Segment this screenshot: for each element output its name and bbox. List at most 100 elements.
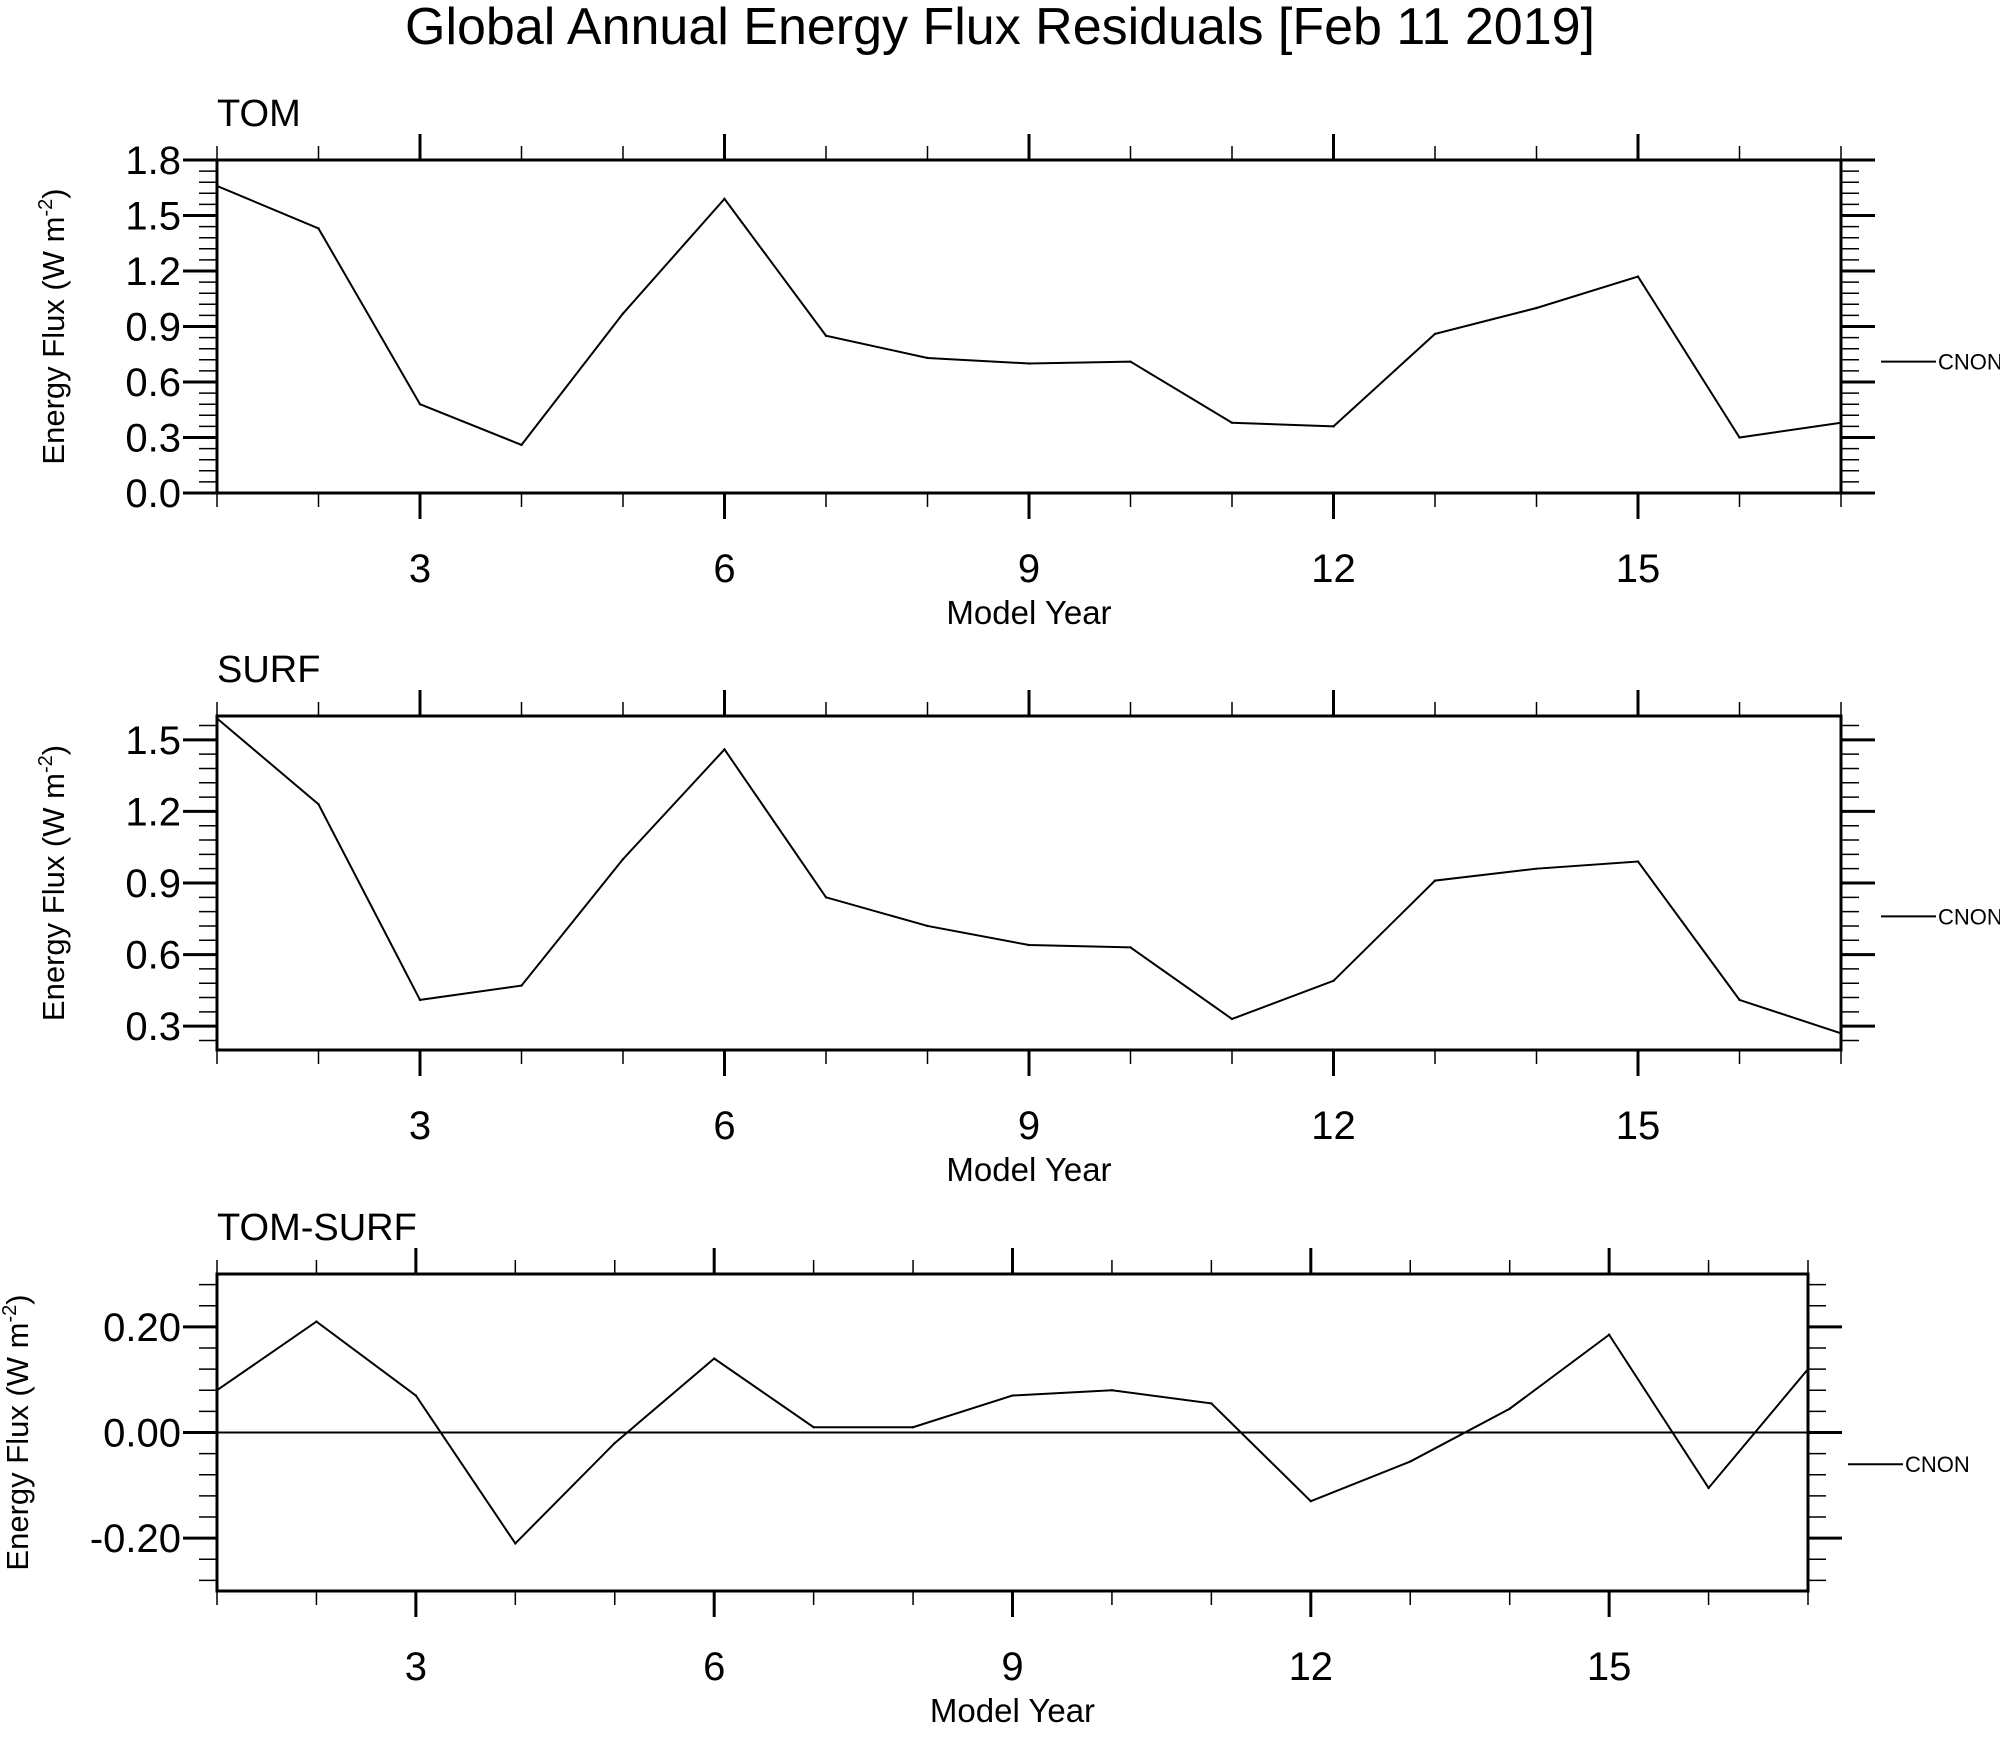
y-axis-label-text: Energy Flux (W m — [36, 217, 71, 465]
data-point — [215, 1389, 219, 1392]
legend-label: CNON — [1938, 904, 2000, 929]
x-tick-label: 12 — [1289, 1645, 1334, 1689]
data-point — [1607, 1333, 1611, 1336]
data-point — [621, 857, 625, 861]
data-point — [1409, 1460, 1412, 1463]
data-point — [414, 1394, 418, 1397]
data-point — [1738, 436, 1741, 439]
data-point — [613, 1441, 616, 1445]
data-point — [911, 1426, 915, 1429]
x-tick-label: 3 — [409, 547, 431, 591]
data-point — [621, 312, 625, 315]
data-point — [1433, 332, 1437, 336]
data-point — [1636, 860, 1640, 863]
y-tick-label: 0.9 — [125, 306, 181, 350]
data-point — [1011, 1394, 1014, 1397]
y-tick-label: 0.00 — [103, 1412, 181, 1456]
x-tick-label: 15 — [1616, 1104, 1661, 1148]
panel-title: TOM-SURF — [217, 1207, 417, 1249]
x-tick-label: 3 — [405, 1645, 427, 1689]
series-line-cnon — [216, 184, 1842, 447]
y-tick-label: 1.2 — [125, 790, 181, 834]
series-line-cnon — [216, 717, 1842, 1035]
data-point — [1230, 1017, 1234, 1021]
legend-label: CNON — [1938, 350, 2000, 375]
chart-panels: TOM 3 6 9 12 15 0.0 0.3 0.6 0.9 1.2 1.5 1.8 Model Yea… — [0, 93, 2000, 1729]
data-point — [315, 1320, 318, 1323]
y-axis-label-text: Energy Flux (W m — [0, 1323, 35, 1571]
data-point — [520, 984, 523, 987]
legend-label: CNON — [1905, 1452, 1970, 1477]
panel-title: SURF — [217, 649, 320, 691]
plot-frame — [215, 714, 1843, 1052]
data-point — [926, 356, 929, 360]
x-tick-label: 12 — [1311, 547, 1356, 591]
plot-frame — [215, 158, 1843, 495]
x-tick-label: 6 — [713, 547, 735, 591]
data-point — [1839, 1032, 1843, 1035]
y-axis-label: Energy Flux (W m-2) — [35, 188, 71, 464]
y-tick-label: 1.8 — [125, 139, 181, 183]
x-tick-label: 12 — [1311, 1104, 1356, 1148]
y-tick-label: 0.9 — [125, 862, 181, 906]
y-axis-label-close: ) — [36, 188, 71, 198]
figure-title: Global Annual Energy Flux Residuals [Feb… — [405, 0, 1595, 56]
x-tick-label: 9 — [1018, 547, 1040, 591]
y-tick-label: 0.3 — [125, 1005, 181, 1049]
data-point — [1332, 979, 1335, 983]
data-point — [926, 924, 929, 928]
data-point — [824, 896, 828, 899]
y-axis-label-close: ) — [36, 745, 71, 755]
x-tick-label: 15 — [1587, 1645, 1632, 1689]
data-point — [1806, 1367, 1810, 1371]
data-point — [418, 403, 422, 406]
data-point — [1707, 1486, 1710, 1490]
y-tick-label: 1.5 — [125, 195, 181, 239]
data-point — [1027, 362, 1031, 365]
data-point — [1110, 1389, 1114, 1392]
x-axis-label: Model Year — [946, 1151, 1111, 1188]
data-point — [723, 748, 726, 751]
data-point — [1535, 867, 1538, 870]
y-axis-label: Energy Flux (W m-2) — [0, 1294, 35, 1570]
data-point — [1210, 1402, 1213, 1405]
data-point — [1433, 879, 1437, 882]
data-point — [317, 227, 320, 230]
y-tick-label: 0.0 — [125, 472, 181, 516]
panel-tom: TOM 3 6 9 12 15 0.0 0.3 0.6 0.9 1.2 1.5 1.8 Model Yea… — [35, 93, 2000, 631]
y-tick-label: 0.20 — [103, 1306, 181, 1350]
x-tick-label: 6 — [703, 1645, 725, 1689]
data-point — [712, 1357, 716, 1360]
data-point — [824, 334, 828, 337]
data-point — [1230, 421, 1234, 424]
data-point — [1309, 1499, 1313, 1503]
data-point — [1535, 306, 1538, 310]
panel-title: TOM — [217, 93, 301, 135]
data-point — [215, 717, 219, 720]
x-tick-label: 6 — [713, 1104, 735, 1148]
y-tick-label: -0.20 — [90, 1517, 181, 1561]
data-point — [1129, 360, 1132, 363]
data-point — [514, 1542, 517, 1545]
data-point — [1839, 421, 1843, 424]
y-axis-label-text: Energy Flux (W m — [36, 773, 71, 1021]
data-point — [520, 443, 523, 447]
y-tick-label: 1.5 — [125, 719, 181, 763]
data-point — [418, 998, 422, 1002]
data-point — [1332, 425, 1335, 428]
y-tick-label: 0.3 — [125, 417, 181, 461]
y-tick-label: 1.2 — [125, 250, 181, 294]
y-tick-label: 0.6 — [125, 934, 181, 978]
y-tick-label: 0.6 — [125, 361, 181, 405]
y-axis-label: Energy Flux (W m-2) — [35, 745, 71, 1021]
x-tick-label: 3 — [409, 1104, 431, 1148]
data-point — [812, 1426, 815, 1429]
data-point — [1636, 275, 1640, 278]
data-point — [317, 803, 320, 806]
y-axis-label-superscript: -2 — [35, 755, 57, 773]
y-axis-label-close: ) — [0, 1294, 35, 1304]
data-point — [723, 197, 726, 201]
data-point — [1129, 946, 1132, 949]
x-tick-label: 9 — [1001, 1645, 1023, 1689]
